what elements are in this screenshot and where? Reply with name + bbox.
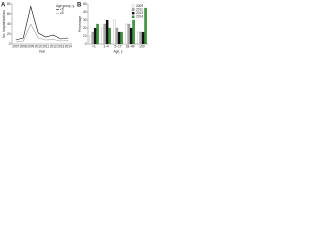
bar <box>141 31 145 45</box>
x-tick-label: 5–17 <box>114 45 121 49</box>
bar <box>96 23 99 45</box>
x-tick-label: 1–4 <box>103 45 109 49</box>
bar <box>139 31 143 45</box>
x-tick-label: <1 <box>92 45 96 49</box>
x-axis-label: Age, y <box>113 49 122 53</box>
bar <box>137 31 140 45</box>
y-tick-label: 60 <box>7 12 11 16</box>
x-tick-label: 2008 <box>20 45 27 49</box>
legend-label: 2013 <box>136 11 143 15</box>
bar <box>93 27 97 45</box>
bar <box>101 27 104 45</box>
bar <box>91 31 95 45</box>
y-axis-label: Percentage <box>78 16 82 33</box>
bar <box>127 23 131 45</box>
x-tick-label: 2009 <box>27 45 34 49</box>
x-tick-label: 2011 <box>42 45 49 49</box>
legend-label: 2014 <box>136 15 143 19</box>
bar <box>108 27 111 45</box>
panel-label: A <box>1 3 6 9</box>
y-tick-label: 50 <box>83 2 87 6</box>
bar <box>120 31 123 45</box>
y-tick-label: 10 <box>83 34 87 38</box>
legend-swatch <box>131 15 135 19</box>
legend-label: 2011 <box>136 7 143 11</box>
legend-swatch <box>131 4 135 8</box>
y-tick-label: 30 <box>83 18 87 22</box>
legend-title: Age group, y <box>56 4 74 8</box>
bar <box>117 31 121 45</box>
y-tick-label: 20 <box>83 26 87 30</box>
x-tick-label: ≥50 <box>139 45 145 49</box>
bar <box>144 7 147 45</box>
legend-label: 2009 <box>136 4 143 8</box>
bar <box>103 23 107 45</box>
y-tick-label: 20 <box>7 32 11 36</box>
x-tick-label: 18–49 <box>126 45 135 49</box>
legend-label: <5 <box>60 7 64 11</box>
bar <box>125 23 128 45</box>
y-axis-label: No. hospitalizations <box>2 10 6 38</box>
x-tick-label: 2007 <box>12 45 19 49</box>
y-tick-label: 80 <box>7 2 11 6</box>
bar <box>129 27 133 45</box>
y-tick-label: 0 <box>85 42 87 46</box>
y-tick-label: 40 <box>83 10 87 14</box>
bar <box>115 27 119 45</box>
x-tick-label: 2010 <box>35 45 42 49</box>
line <box>15 5 69 41</box>
bar <box>105 19 109 45</box>
bar <box>113 19 116 45</box>
line <box>15 23 69 43</box>
legend-label: ≥5 <box>60 11 64 15</box>
page: {"chart_data": [ {"type": "line", "title… <box>0 0 150 54</box>
x-tick-label: 2013 <box>57 45 64 49</box>
x-axis-label: Year <box>39 49 46 53</box>
bar <box>89 35 92 45</box>
legend-swatch <box>131 8 135 11</box>
y-tick-label: 0 <box>9 42 11 46</box>
x-tick-label: 2014 <box>65 45 72 49</box>
x-tick-label: 2012 <box>50 45 57 49</box>
legend-swatch <box>131 11 135 15</box>
y-tick-label: 40 <box>7 22 11 26</box>
bar <box>132 19 135 45</box>
panel-label: B <box>77 3 82 9</box>
